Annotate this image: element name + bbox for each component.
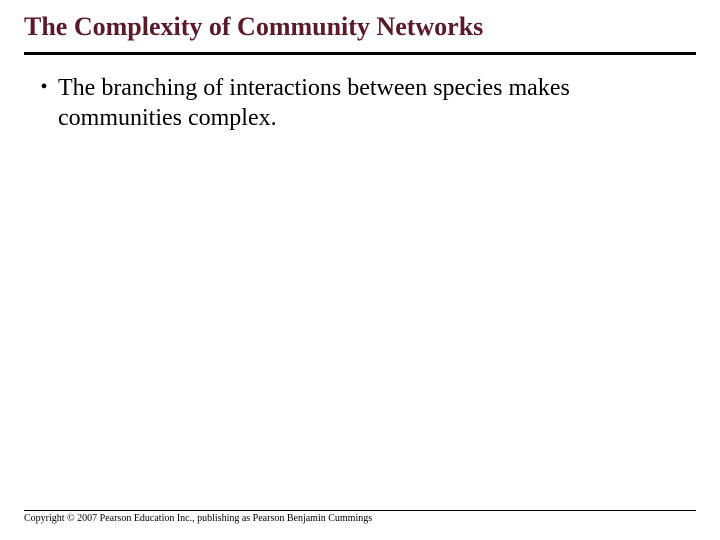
slide-title: The Complexity of Community Networks	[24, 12, 696, 48]
footer: Copyright © 2007 Pearson Education Inc.,…	[24, 510, 696, 524]
slide: The Complexity of Community Networks • T…	[0, 0, 720, 540]
footer-rule	[24, 510, 696, 511]
title-underline	[24, 52, 696, 55]
copyright-text: Copyright © 2007 Pearson Education Inc.,…	[24, 513, 696, 524]
bullet-marker: •	[24, 73, 58, 101]
bullet-item: • The branching of interactions between …	[24, 73, 696, 133]
body-content: • The branching of interactions between …	[24, 73, 696, 133]
bullet-text: The branching of interactions between sp…	[58, 73, 696, 133]
